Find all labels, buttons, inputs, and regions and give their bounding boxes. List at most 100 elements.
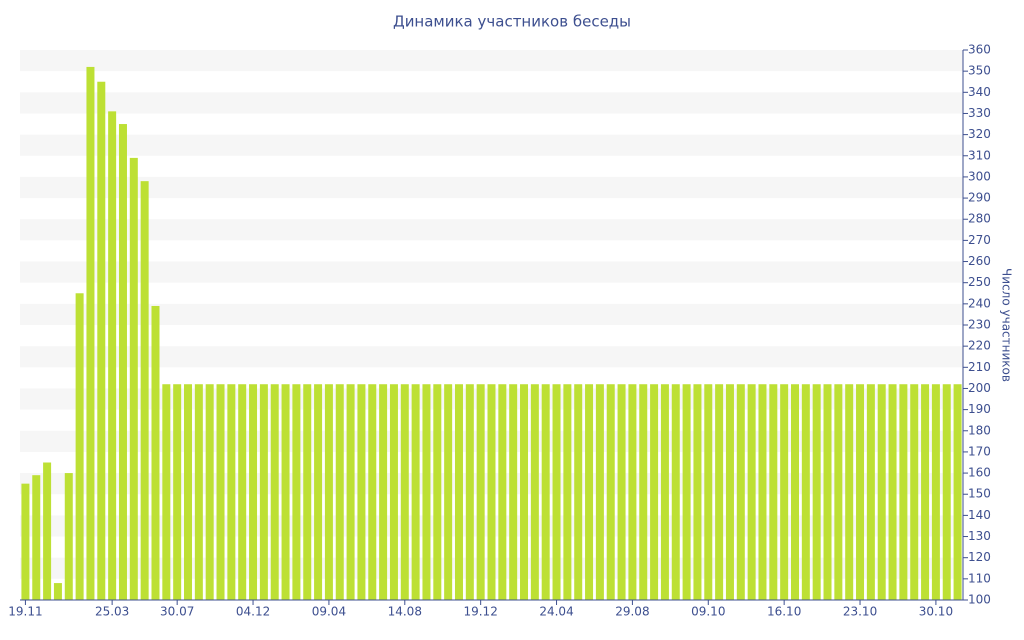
- bar: [314, 384, 323, 600]
- bar: [530, 384, 539, 600]
- bar: [845, 384, 854, 600]
- bar: [498, 384, 507, 600]
- y-tick-label: 200: [968, 381, 991, 395]
- bar: [151, 305, 160, 600]
- bar: [64, 473, 73, 600]
- bar: [108, 111, 117, 600]
- bar: [769, 384, 778, 600]
- y-tick-label: 360: [968, 43, 991, 57]
- bar: [75, 293, 84, 600]
- bar: [346, 384, 355, 600]
- x-tick-label: 19.11: [8, 605, 42, 619]
- bar: [389, 384, 398, 600]
- bar: [238, 384, 247, 600]
- bar: [541, 384, 550, 600]
- bar: [465, 384, 474, 600]
- bar: [790, 384, 799, 600]
- bar: [509, 384, 518, 600]
- bar: [335, 384, 344, 600]
- chart-title: Динамика участников беседы: [393, 13, 631, 31]
- bar: [736, 384, 745, 600]
- bar: [368, 384, 377, 600]
- bar: [259, 384, 268, 600]
- bar: [379, 384, 388, 600]
- bar: [606, 384, 615, 600]
- bar: [520, 384, 529, 600]
- bar: [86, 66, 95, 600]
- bar: [227, 384, 236, 600]
- x-tick-label: 29.08: [615, 605, 649, 619]
- bar: [21, 483, 30, 600]
- bar: [888, 384, 897, 600]
- y-tick-label: 220: [968, 339, 991, 353]
- bar: [552, 384, 561, 600]
- bar: [585, 384, 594, 600]
- y-tick-label: 180: [968, 423, 991, 437]
- bar: [910, 384, 919, 600]
- bar: [357, 384, 366, 600]
- bar: [628, 384, 637, 600]
- bar: [281, 384, 290, 600]
- y-tick-label: 120: [968, 550, 991, 564]
- bar: [671, 384, 680, 600]
- bar: [953, 384, 962, 600]
- x-tick-label: 19.12: [463, 605, 497, 619]
- y-tick-label: 290: [968, 191, 991, 205]
- bar: [433, 384, 442, 600]
- bar: [693, 384, 702, 600]
- bar: [834, 384, 843, 600]
- bar: [162, 384, 171, 600]
- y-tick-label: 280: [968, 212, 991, 226]
- bar: [921, 384, 930, 600]
- bar: [866, 384, 875, 600]
- bar: [476, 384, 485, 600]
- grid-band: [20, 50, 963, 72]
- bar: [173, 384, 182, 600]
- y-axis-label: Число участников: [1000, 268, 1014, 382]
- bar: [899, 384, 908, 600]
- y-tick-label: 320: [968, 127, 991, 141]
- y-tick-label: 170: [968, 444, 991, 458]
- y-tick-label: 300: [968, 169, 991, 183]
- bar: [118, 124, 127, 601]
- bar: [422, 384, 431, 600]
- bar: [617, 384, 626, 600]
- bar: [856, 384, 865, 600]
- bar: [660, 384, 669, 600]
- x-tick-label: 14.08: [388, 605, 422, 619]
- bar: [639, 384, 648, 600]
- bar: [931, 384, 940, 600]
- grid-band: [20, 219, 963, 241]
- bar: [292, 384, 301, 600]
- bar: [216, 384, 225, 600]
- bar: [249, 384, 258, 600]
- bar: [184, 384, 193, 600]
- y-tick-label: 260: [968, 254, 991, 268]
- y-tick-label: 230: [968, 318, 991, 332]
- bar: [877, 384, 886, 600]
- grid-band: [20, 261, 963, 283]
- bar: [411, 384, 420, 600]
- y-tick-label: 140: [968, 508, 991, 522]
- y-tick-label: 210: [968, 360, 991, 374]
- bar: [595, 384, 604, 600]
- bar: [704, 384, 713, 600]
- bar: [97, 81, 106, 600]
- bar: [324, 384, 333, 600]
- bar: [270, 384, 279, 600]
- y-tick-label: 270: [968, 233, 991, 247]
- bar: [205, 384, 214, 600]
- x-tick-label: 04.12: [236, 605, 270, 619]
- y-tick-label: 100: [968, 593, 991, 607]
- x-tick-label: 09.04: [312, 605, 346, 619]
- bar: [53, 583, 62, 600]
- x-tick-label: 30.07: [160, 605, 194, 619]
- y-tick-label: 150: [968, 487, 991, 501]
- bar: [682, 384, 691, 600]
- y-tick-label: 330: [968, 106, 991, 120]
- y-tick-label: 350: [968, 64, 991, 78]
- grid-band: [20, 176, 963, 199]
- bar: [747, 384, 756, 600]
- bar: [780, 384, 789, 600]
